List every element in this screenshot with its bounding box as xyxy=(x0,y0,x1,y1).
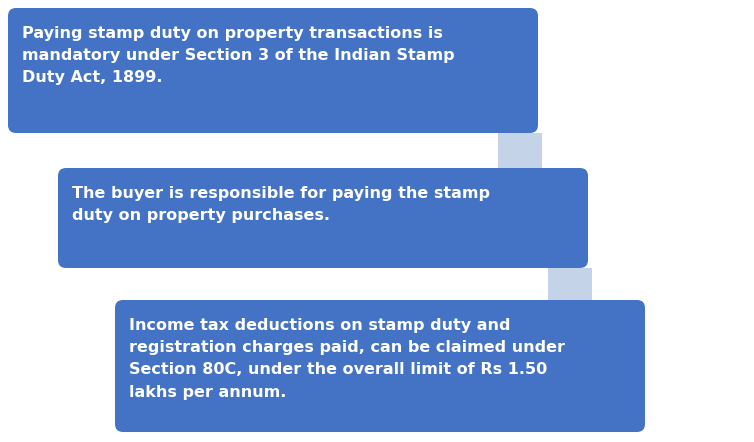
FancyBboxPatch shape xyxy=(115,300,645,432)
Bar xyxy=(498,133,542,168)
Text: The buyer is responsible for paying the stamp
duty on property purchases.: The buyer is responsible for paying the … xyxy=(72,186,490,223)
Bar xyxy=(548,268,592,300)
Text: Paying stamp duty on property transactions is
mandatory under Section 3 of the I: Paying stamp duty on property transactio… xyxy=(22,26,455,85)
Polygon shape xyxy=(525,300,615,338)
FancyBboxPatch shape xyxy=(8,8,538,133)
Text: Income tax deductions on stamp duty and
registration charges paid, can be claime: Income tax deductions on stamp duty and … xyxy=(129,318,565,400)
Polygon shape xyxy=(475,168,565,206)
FancyBboxPatch shape xyxy=(58,168,588,268)
